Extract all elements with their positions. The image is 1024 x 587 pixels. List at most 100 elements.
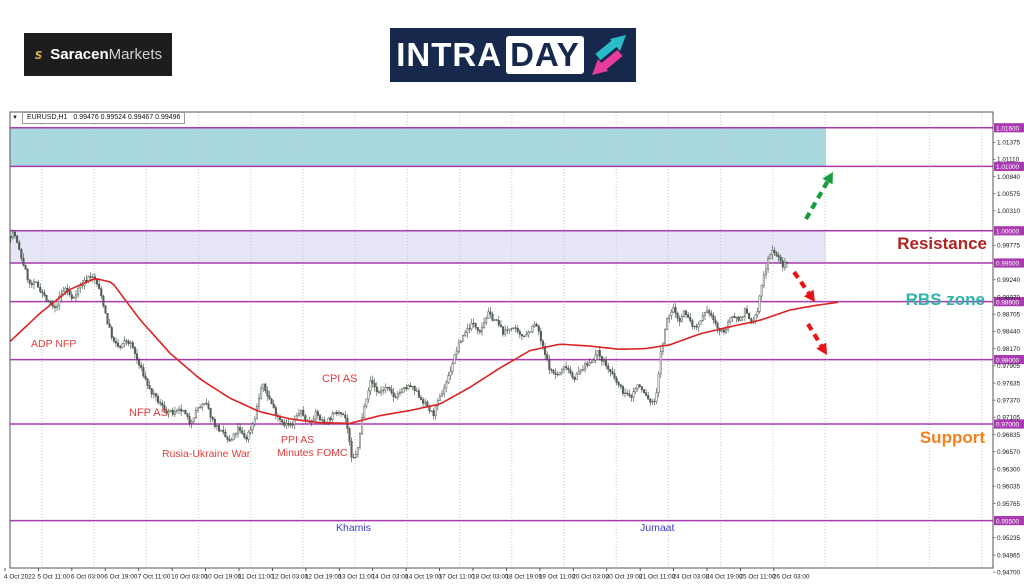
candlestick (262, 383, 265, 389)
candlestick (756, 311, 759, 316)
candlestick (767, 258, 770, 270)
time-axis-label: 7 Oct 11:00 (138, 574, 171, 581)
candlestick (571, 372, 574, 378)
candlestick (325, 423, 328, 425)
candlestick (716, 322, 719, 329)
candlestick (544, 346, 547, 355)
candlestick (722, 329, 725, 333)
candlestick (422, 399, 425, 404)
price-axis-label: 0.96570 (997, 449, 1021, 456)
candlestick (462, 335, 465, 342)
candlestick (165, 410, 168, 414)
price-axis-label: 1.00840 (997, 174, 1021, 181)
price-tag (994, 355, 1024, 365)
candlestick (764, 268, 767, 276)
candlestick (554, 372, 557, 375)
candlestick (403, 387, 406, 389)
price-tag-text: 1.01600 (996, 125, 1020, 132)
price-axis-label: 0.94700 (997, 570, 1021, 577)
candlestick (197, 407, 200, 411)
candlestick (535, 324, 538, 327)
candlestick (192, 417, 195, 423)
candlestick (495, 319, 498, 321)
bearish-pullback-arrow-2[interactable] (806, 322, 824, 347)
candlestick (663, 329, 666, 345)
candlestick (594, 354, 597, 361)
candlestick (125, 340, 128, 342)
candlestick (645, 392, 648, 396)
candlestick (655, 392, 658, 402)
candlestick (682, 310, 685, 317)
candlestick (114, 341, 117, 344)
candlestick (300, 409, 303, 414)
bearish-pullback-arrow-1[interactable] (792, 270, 811, 295)
candlestick (260, 387, 263, 399)
price-axis-label: 0.97105 (997, 415, 1021, 422)
candlestick (186, 413, 189, 417)
candlestick (628, 393, 631, 396)
candlestick (579, 369, 582, 372)
candlestick (649, 398, 652, 403)
chart-collapse-icon[interactable]: ▼ (12, 114, 18, 121)
candlestick (159, 402, 162, 404)
candlestick (592, 359, 595, 363)
candlestick (388, 387, 391, 390)
price-axis-label: 1.01375 (997, 140, 1021, 147)
candlestick (203, 402, 206, 405)
bullish-breakout-arrow[interactable] (804, 180, 830, 221)
candlestick (708, 310, 711, 314)
intraday-logo: INTRA DAY (390, 28, 636, 82)
price-tag (994, 226, 1024, 236)
candlestick (194, 410, 197, 419)
candlestick (367, 390, 370, 400)
time-axis-label: 14 Oct 19:00 (405, 574, 442, 581)
candlestick (493, 319, 496, 321)
candlestick (43, 292, 46, 296)
candlestick (520, 334, 523, 337)
candlestick (70, 294, 73, 299)
candlestick (344, 414, 347, 419)
candlestick (668, 315, 671, 319)
candlestick (39, 287, 42, 292)
price-axis-label: 0.96835 (997, 432, 1021, 439)
candlestick (342, 413, 345, 416)
candlestick (16, 235, 19, 243)
candlestick (607, 365, 610, 370)
candlestick (621, 386, 624, 394)
candlestick (226, 436, 229, 440)
candlestick (434, 405, 437, 416)
candlestick (672, 307, 675, 313)
candlestick (234, 433, 237, 435)
candlestick (350, 441, 353, 458)
candlestick (653, 401, 656, 403)
bullish-breakout-arrow-head (822, 172, 833, 185)
candlestick (150, 388, 153, 395)
candlestick (169, 410, 172, 412)
candlestick (550, 369, 553, 371)
candlestick (304, 415, 307, 421)
candlestick (411, 386, 414, 388)
bearish-pullback-arrow-2-head (816, 342, 827, 355)
candlestick (171, 410, 174, 415)
candlestick (222, 429, 225, 433)
candlestick (251, 423, 254, 430)
candlestick (218, 425, 221, 432)
candlestick (157, 396, 160, 403)
candlestick (514, 327, 517, 329)
candlestick (396, 393, 399, 398)
candlestick (79, 285, 82, 289)
candlestick (659, 351, 662, 375)
candlestick (611, 371, 614, 374)
candlestick (483, 322, 486, 328)
candlestick (516, 328, 519, 332)
candlestick (539, 331, 542, 342)
candlestick (405, 387, 408, 390)
saracen-s-icon: S (35, 49, 43, 61)
candlestick (392, 392, 395, 398)
candlestick (586, 363, 589, 366)
candlestick (685, 310, 688, 315)
candlestick (268, 395, 271, 400)
candlestick (689, 317, 692, 321)
candlestick (733, 316, 736, 318)
